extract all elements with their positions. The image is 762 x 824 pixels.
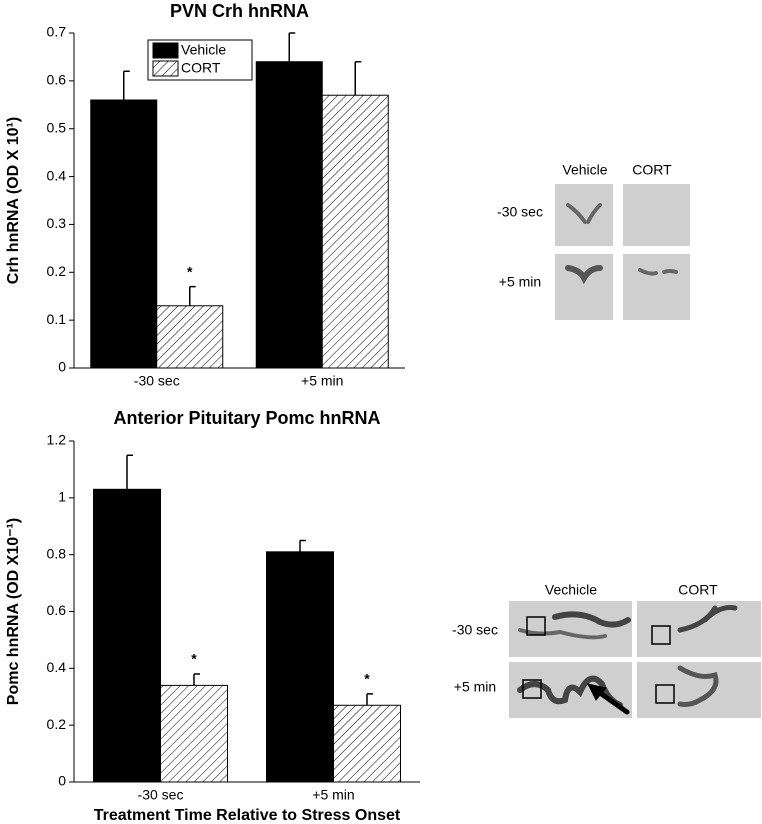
micrograph <box>637 601 761 657</box>
y-tick-label: 0.7 <box>47 24 67 40</box>
error-bar <box>126 454 133 490</box>
y-tick-label: 0.2 <box>47 716 67 732</box>
legend-swatch <box>152 42 179 59</box>
micrograph-panels <box>509 184 761 718</box>
x-tick-label: +5 min <box>312 787 354 803</box>
y-tick-label: 0.3 <box>47 215 67 231</box>
panel-row-label: -30 sec <box>497 204 543 220</box>
bar <box>321 94 389 369</box>
y-tick-label: 0.8 <box>47 545 67 561</box>
x-axis-label: Treatment Time Relative to Stress Onset <box>94 807 401 824</box>
y-tick-label: 0.4 <box>47 167 67 183</box>
error-bar <box>123 70 130 100</box>
panel-row-label: -30 sec <box>452 622 498 638</box>
chart-title: Anterior Pituitary Pomc hnRNA <box>113 408 380 428</box>
bar <box>156 305 224 369</box>
y-tick-label: 0.4 <box>47 659 67 675</box>
legend-label: Vehicle <box>181 42 226 58</box>
micrograph <box>623 184 690 246</box>
y-tick-label: 0.1 <box>47 311 67 327</box>
micrograph <box>555 184 613 246</box>
y-tick-label: 0.6 <box>47 602 67 618</box>
chart-title: PVN Crh hnRNA <box>170 1 309 21</box>
y-tick-label: 1 <box>58 489 66 505</box>
y-tick-label: 1.2 <box>47 432 67 448</box>
y-axis-label: Pomc hnRNA (OD X10⁻¹) <box>5 518 22 705</box>
y-tick-label: 0 <box>58 359 66 375</box>
error-bar <box>366 693 373 706</box>
significance-marker: * <box>187 263 193 279</box>
y-tick-label: 0.6 <box>47 72 67 88</box>
panel-column-label: CORT <box>678 582 718 598</box>
panel-row-label: +5 min <box>454 679 496 695</box>
micrograph <box>623 254 690 320</box>
error-bar <box>288 32 296 62</box>
micrograph-features <box>517 203 738 715</box>
error-bar <box>193 673 200 686</box>
bar <box>333 704 401 783</box>
x-tick-label: -30 sec <box>134 373 180 389</box>
micrograph <box>637 662 761 718</box>
error-bar <box>299 539 306 552</box>
panel-column-label: Vehicle <box>562 162 607 178</box>
bar <box>255 61 323 369</box>
error-bar <box>189 285 196 306</box>
bar <box>160 684 228 783</box>
y-tick-label: 0 <box>58 773 66 789</box>
panel-column-label: Vechicle <box>545 582 597 598</box>
panel-row-label: +5 min <box>499 274 541 290</box>
y-tick-label: 0.5 <box>47 119 67 135</box>
panel-column-label: CORT <box>632 162 672 178</box>
error-bar <box>354 60 362 96</box>
bar <box>266 551 334 783</box>
micrograph <box>509 601 632 657</box>
x-tick-label: +5 min <box>301 373 343 389</box>
significance-marker: * <box>364 671 370 687</box>
legend-swatch <box>152 60 179 77</box>
legend-label: CORT <box>181 60 221 76</box>
x-tick-label: -30 sec <box>138 787 184 803</box>
significance-marker: * <box>191 651 197 667</box>
bar <box>93 488 161 783</box>
y-axis-label: Crh hnRNA (OD X 10¹) <box>5 117 22 284</box>
micrograph <box>555 254 613 320</box>
bar <box>90 99 158 369</box>
y-tick-label: 0.2 <box>47 263 67 279</box>
